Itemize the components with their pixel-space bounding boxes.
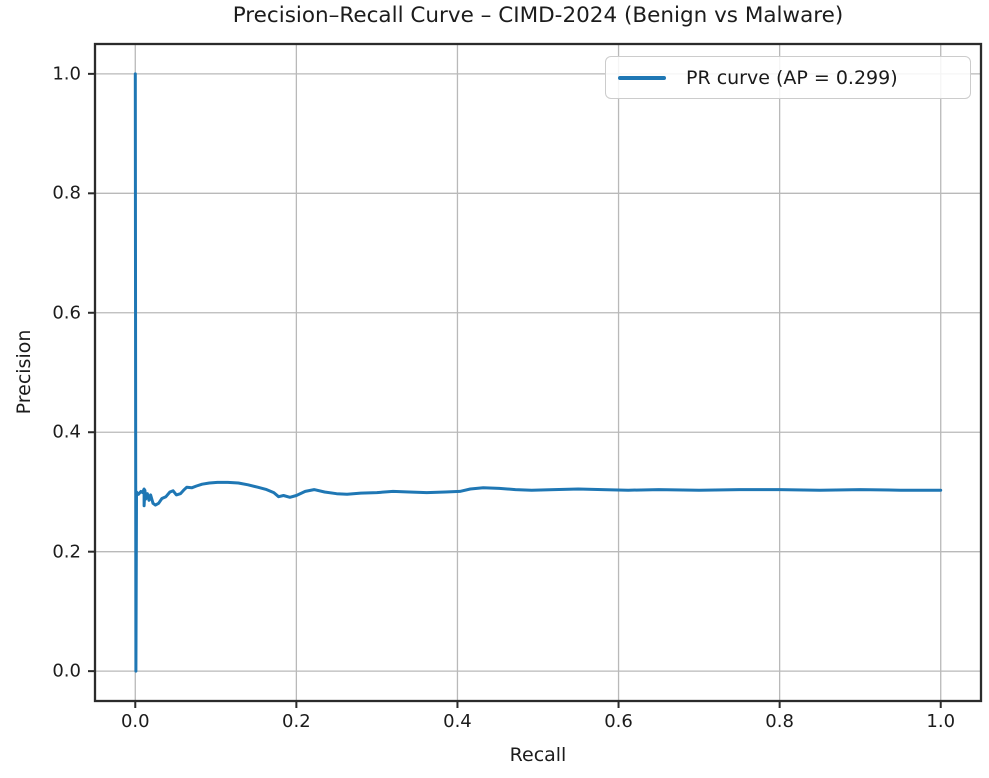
y-tick-label: 0.6 — [52, 302, 81, 324]
pr-curve-line — [133, 72, 943, 673]
y-tick-label: 0.4 — [52, 421, 81, 443]
chart-title: Precision–Recall Curve – CIMD-2024 (Beni… — [232, 3, 844, 28]
y-tick-label: 0.0 — [52, 660, 81, 682]
x-tick-label: 0.4 — [443, 711, 472, 732]
legend-box: PR curve (AP = 0.299) — [605, 56, 971, 99]
y-tick-label: 0.2 — [52, 541, 81, 563]
legend-label: PR curve (AP = 0.299) — [686, 66, 898, 89]
x-tick-label: 0.0 — [120, 711, 150, 732]
legend-line-swatch — [618, 75, 666, 80]
axes-frame — [93, 42, 983, 703]
x-tick-label: 0.8 — [765, 711, 794, 732]
x-tick-label: 0.6 — [604, 711, 633, 732]
x-tick-label: 1.0 — [926, 711, 956, 732]
x-axis-label: Recall — [509, 744, 567, 766]
grid-layer — [95, 44, 981, 701]
tick-marks-layer — [88, 72, 942, 708]
y-tick-label: 0.8 — [52, 182, 81, 204]
y-tick-label: 1.0 — [52, 63, 81, 85]
y-axis-label: Precision — [13, 329, 35, 415]
x-tick-label: 0.2 — [282, 711, 311, 732]
